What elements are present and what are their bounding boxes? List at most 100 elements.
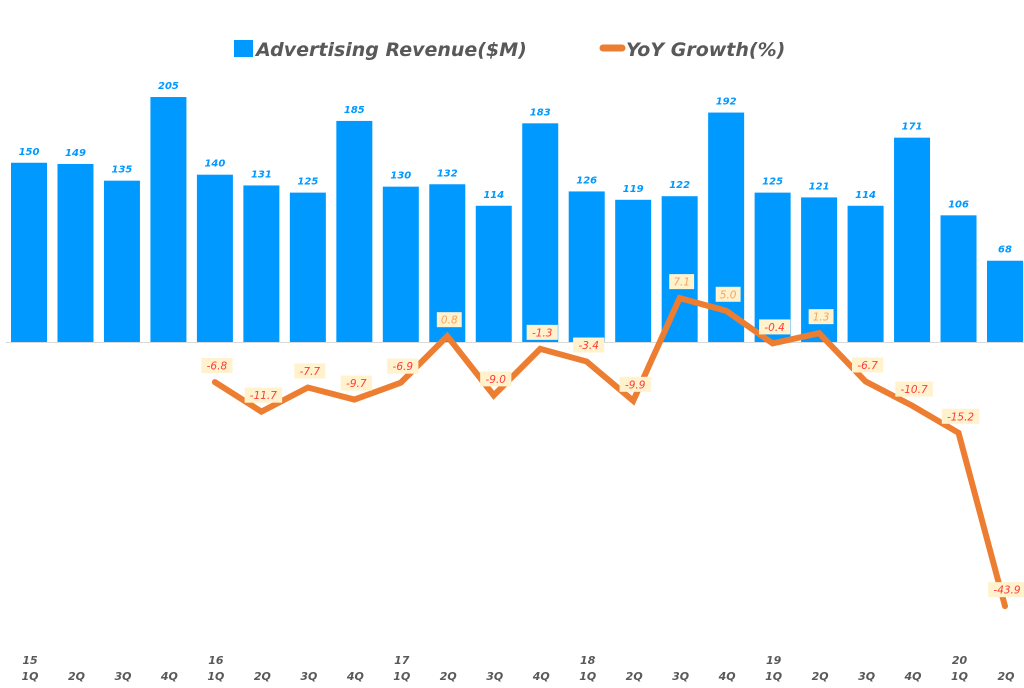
line-label-background	[941, 408, 980, 424]
bar-data-label: 106	[948, 199, 969, 210]
x-tick-quarter: 4Q	[346, 670, 364, 683]
line-label-background	[573, 337, 605, 353]
x-tick-quarter: 1Q	[393, 670, 410, 683]
bar-data-label: 171	[902, 122, 923, 133]
bar	[847, 205, 884, 342]
line-data-label: -10.7	[900, 384, 927, 396]
bar-data-labels: 150 149 135 205 140 131 125 185 130 132 114 183 126 1…	[19, 81, 1012, 256]
x-axis-ticks: 1Q 15 2Q 3Q 4Q 1Q 16 2Q 3Q 4Q 1Q 17 2Q 3Q 4Q 1Q 18 2Q 3Q 4Q…	[21, 654, 1014, 683]
line-label-background	[436, 312, 462, 328]
bar	[382, 186, 419, 342]
x-tick-quarter: 3Q	[672, 670, 689, 683]
line-data-label: -6.8	[207, 361, 228, 373]
bar-data-label: 205	[158, 81, 179, 92]
bar-data-label: 114	[855, 190, 876, 201]
x-tick-quarter: 3Q	[114, 670, 131, 683]
bar	[475, 205, 512, 342]
x-tick-quarter: 2Q	[812, 670, 829, 683]
line-label-background	[851, 357, 884, 373]
bar-data-label: 135	[112, 165, 133, 176]
x-tick-quarter: 3Q	[300, 670, 317, 683]
x-tick-quarter: 4Q	[718, 670, 736, 683]
line-data-labels: -6.8 -11.7 -7.7 -9.7 -6.9 0.8 -9.0 -1.3 -3.4 -9.9…	[201, 274, 1024, 598]
bar	[243, 185, 280, 342]
bar	[568, 191, 605, 342]
line-label-background	[387, 358, 419, 374]
line-label-background	[526, 324, 558, 340]
bar-data-label: 185	[344, 105, 365, 116]
line-data-label: -9.7	[346, 378, 367, 390]
line-data-label: -43.9	[993, 585, 1020, 597]
line-data-label: -15.2	[947, 411, 974, 423]
bar-data-label: 150	[19, 147, 40, 158]
x-tick-quarter: 2Q	[997, 670, 1014, 683]
line-label-background	[201, 358, 233, 374]
bar	[196, 174, 233, 342]
x-tick-year: 15	[22, 654, 38, 667]
bar-data-label: 121	[809, 181, 830, 192]
bar-data-label: 122	[669, 180, 690, 191]
line-label-background	[619, 376, 651, 392]
bar-data-label: 131	[251, 169, 272, 180]
x-tick-year: 16	[208, 654, 224, 667]
bar	[987, 260, 1023, 342]
bar-data-label: 126	[576, 175, 597, 186]
line-label-background	[669, 274, 695, 290]
legend-bar-swatch	[234, 40, 253, 57]
line-data-label: -1.3	[532, 327, 553, 339]
bar-data-label: 125	[297, 177, 318, 188]
line-label-background	[895, 381, 933, 397]
bar-data-label: 140	[204, 159, 225, 170]
line-data-label: -11.7	[250, 390, 277, 402]
line-data-label: -6.9	[393, 361, 414, 373]
line-data-label: -0.4	[764, 322, 785, 334]
x-tick-quarter: 2Q	[626, 670, 643, 683]
line-label-background	[340, 375, 372, 391]
line-label-background	[294, 363, 326, 379]
x-tick-quarter: 1Q	[765, 670, 782, 683]
line-data-label: -7.7	[300, 366, 321, 378]
bar	[11, 162, 47, 342]
legend: Advertising Revenue($M) YoY Growth(%)	[234, 39, 785, 61]
x-tick-quarter: 2Q	[254, 670, 271, 683]
bar-data-label: 149	[65, 148, 86, 159]
bar-data-label: 68	[998, 245, 1012, 256]
bar	[708, 112, 745, 342]
line-data-label: 1.3	[813, 312, 830, 324]
line-data-label: -6.7	[857, 360, 878, 372]
line-label-background	[715, 286, 741, 302]
bar-data-label: 132	[437, 168, 458, 179]
line-data-label: 0.8	[441, 315, 458, 327]
bar	[57, 163, 94, 342]
x-tick-quarter: 1Q	[579, 670, 596, 683]
bar	[289, 192, 326, 342]
x-tick-quarter: 2Q	[68, 670, 85, 683]
x-tick-quarter: 4Q	[904, 670, 922, 683]
line-data-label: 5.0	[720, 289, 737, 301]
legend-bar-label: Advertising Revenue($M)	[254, 39, 527, 61]
bar	[940, 215, 977, 342]
bar-data-label: 130	[390, 171, 411, 182]
bar	[754, 192, 791, 342]
bar	[103, 180, 140, 342]
bar	[615, 199, 652, 342]
line-label-background	[480, 371, 512, 387]
x-tick-quarter: 3Q	[858, 670, 875, 683]
line-series	[211, 294, 1008, 610]
line-label-background	[808, 309, 834, 325]
bar-data-label: 125	[762, 177, 783, 188]
bar-data-label: 119	[623, 184, 644, 195]
bar	[894, 137, 931, 342]
x-tick-year: 18	[580, 654, 596, 667]
line-data-label: 7.1	[673, 277, 690, 289]
bar	[522, 123, 559, 342]
line-label-background	[244, 387, 283, 403]
legend-line-label: YoY Growth(%)	[626, 39, 785, 61]
line-data-label: -9.9	[625, 379, 646, 391]
line-label-background	[759, 319, 791, 335]
bar-series	[11, 97, 1023, 343]
bar-data-label: 183	[530, 107, 551, 118]
x-tick-year: 17	[394, 654, 410, 667]
x-tick-quarter: 3Q	[486, 670, 503, 683]
